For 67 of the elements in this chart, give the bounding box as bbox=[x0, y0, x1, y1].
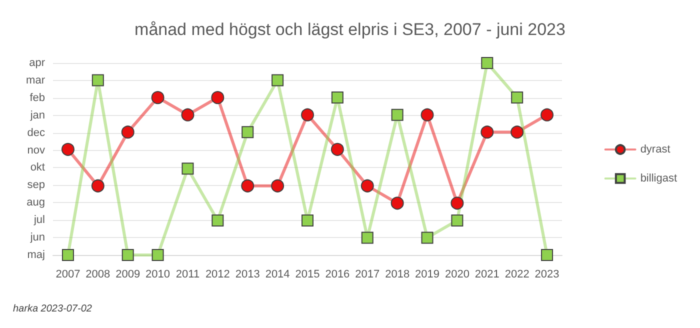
category-label: okt bbox=[30, 162, 45, 174]
x-tick-label: 2022 bbox=[504, 268, 530, 280]
point bbox=[272, 74, 284, 86]
point bbox=[61, 142, 74, 156]
point bbox=[242, 126, 254, 138]
point bbox=[481, 57, 494, 69]
point bbox=[540, 108, 554, 122]
point bbox=[301, 108, 314, 122]
point bbox=[511, 92, 524, 104]
x-tick-label: 2021 bbox=[474, 268, 500, 280]
legend-label: dyrast bbox=[640, 144, 670, 156]
x-tick-label: 2012 bbox=[205, 268, 230, 280]
point bbox=[451, 214, 464, 226]
point bbox=[212, 214, 224, 226]
category-label: sep bbox=[27, 179, 45, 192]
category-label: feb bbox=[30, 92, 45, 104]
point bbox=[450, 196, 464, 210]
point bbox=[91, 179, 104, 192]
point bbox=[480, 126, 494, 139]
x-tick-label: 2020 bbox=[444, 268, 470, 280]
x-tick-label: 2023 bbox=[534, 268, 560, 280]
chart-title: månad med högst och lägst elpris i SE3, 2007 - juni 2023 bbox=[134, 20, 566, 39]
point bbox=[151, 91, 164, 104]
point bbox=[421, 232, 434, 244]
point bbox=[62, 249, 74, 261]
x-tick-label: 2007 bbox=[56, 268, 80, 280]
x-tick-label: 2018 bbox=[385, 268, 410, 280]
point bbox=[510, 126, 524, 139]
point bbox=[391, 108, 404, 121]
category-label: aug bbox=[26, 196, 45, 209]
point bbox=[241, 179, 254, 192]
point bbox=[302, 214, 314, 226]
x-tick-label: 2008 bbox=[86, 268, 110, 280]
point bbox=[331, 92, 344, 104]
legend-label: billigast bbox=[640, 172, 678, 184]
point bbox=[182, 162, 194, 175]
x-tick-label: 2015 bbox=[295, 268, 320, 280]
point bbox=[390, 196, 404, 210]
point bbox=[330, 142, 344, 156]
point bbox=[271, 179, 284, 192]
category-label: mar bbox=[26, 74, 45, 86]
x-tick-label: 2011 bbox=[176, 268, 200, 280]
category-label: nov bbox=[27, 144, 45, 156]
x-tick-label: 2016 bbox=[325, 268, 350, 280]
x-tick-label: 2010 bbox=[146, 268, 170, 280]
point bbox=[152, 249, 164, 261]
point bbox=[122, 249, 134, 261]
category-label: maj bbox=[27, 249, 45, 261]
category-label: apr bbox=[29, 57, 45, 69]
category-label: dec bbox=[27, 126, 45, 139]
x-tick-label: 2009 bbox=[116, 268, 140, 280]
category-label: jul bbox=[34, 214, 45, 226]
point bbox=[360, 179, 374, 192]
point bbox=[181, 108, 194, 122]
category-label: jan bbox=[30, 109, 45, 122]
point bbox=[541, 249, 554, 261]
x-tick-label: 2013 bbox=[235, 268, 260, 280]
category-label: jun bbox=[30, 232, 45, 244]
x-tick-label: 2014 bbox=[265, 268, 290, 280]
point bbox=[361, 232, 374, 244]
point bbox=[121, 126, 134, 139]
point bbox=[420, 108, 434, 122]
x-tick-label: 2019 bbox=[415, 268, 440, 280]
point bbox=[211, 91, 224, 104]
text: harka 2023-07-02 bbox=[13, 304, 92, 314]
point bbox=[92, 74, 104, 86]
x-tick-label: 2017 bbox=[355, 268, 380, 280]
